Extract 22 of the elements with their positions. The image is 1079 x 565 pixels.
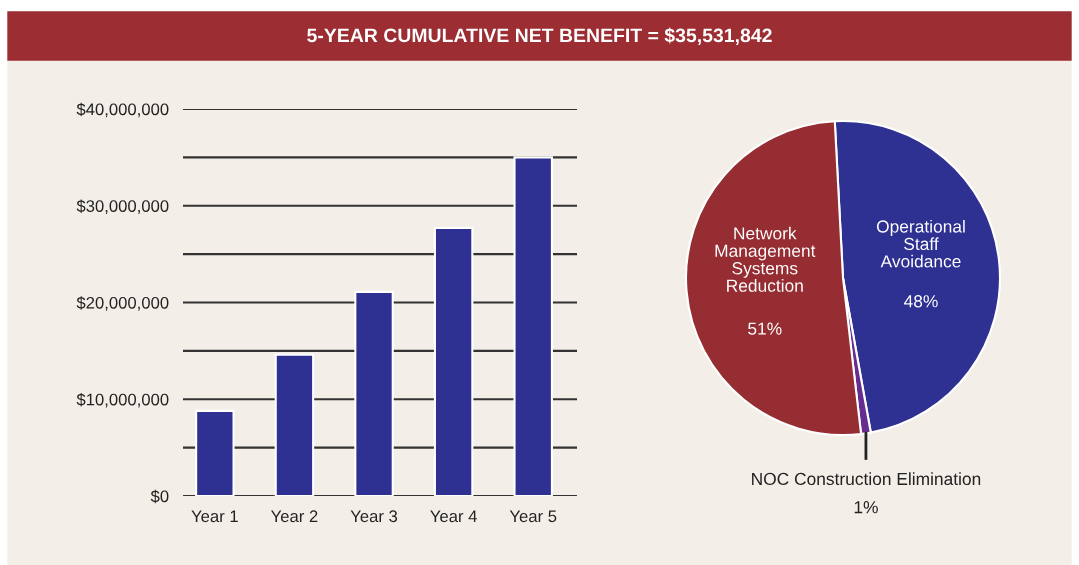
slice-label: NOC Construction Elimination [752, 472, 981, 486]
y-tick-label: $10,000,000 [76, 392, 169, 408]
x-tick-label: Year 1 [191, 510, 238, 523]
data-label: 51% [748, 322, 782, 335]
x-tick-label: Year 5 [509, 510, 557, 523]
x-tick-label: Year 2 [271, 510, 318, 523]
bar [195, 409, 235, 496]
x-tick-label: Year 4 [430, 510, 477, 523]
data-label: 48% [904, 295, 938, 308]
chart-title: 5-YEAR CUMULATIVE NET BENEFIT = $35,531,842 [307, 27, 772, 46]
slice-label: Operational Staff Avoidance [876, 219, 965, 268]
y-tick-label: $30,000,000 [76, 199, 169, 214]
slice-label: Network Management Systems Reduction [715, 226, 816, 292]
data-label: 1% [854, 501, 878, 514]
bar [274, 353, 315, 496]
bar [354, 290, 394, 496]
bar [433, 226, 474, 496]
bar [513, 156, 553, 496]
y-tick-label: $20,000,000 [76, 296, 169, 311]
y-tick-label: $40,000,000 [76, 102, 169, 118]
x-tick-label: Year 3 [350, 510, 398, 523]
y-tick-label: $0 [150, 489, 169, 504]
